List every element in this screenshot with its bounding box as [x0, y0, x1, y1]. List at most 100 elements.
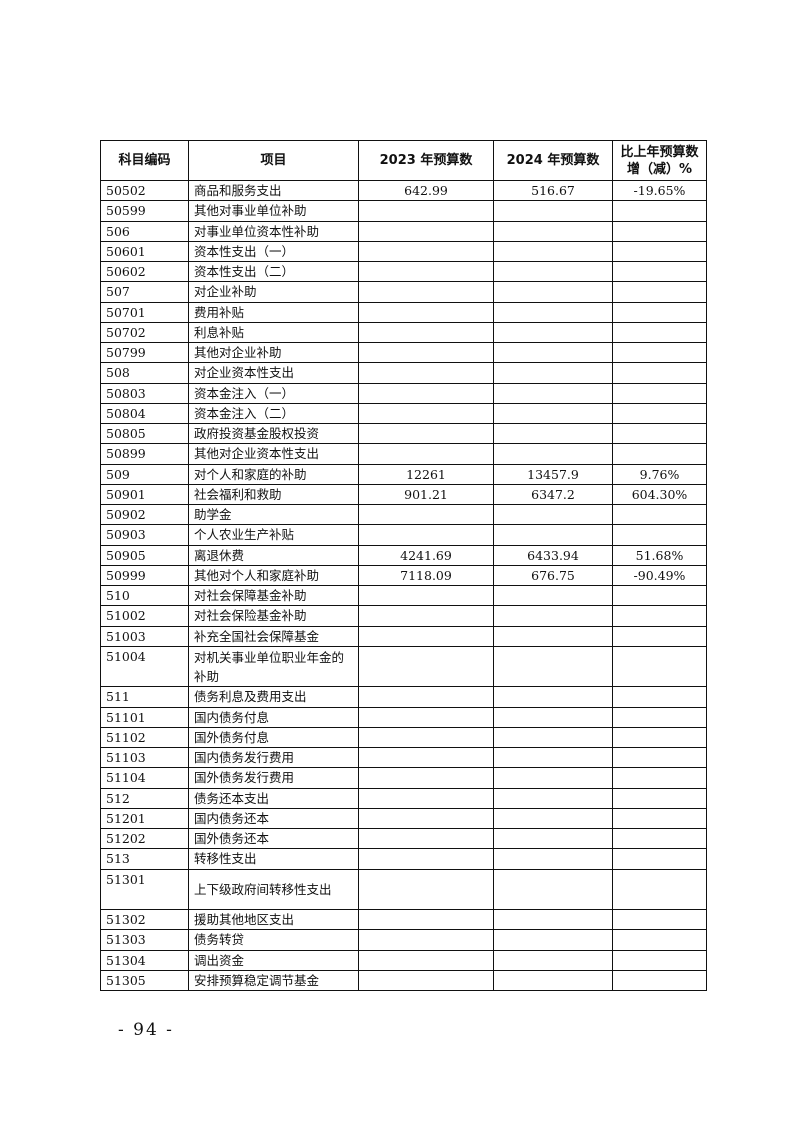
budget-2023-cell	[358, 605, 494, 627]
code-cell: 50701	[100, 301, 189, 323]
item-cell: 其他对个人和家庭补助	[188, 564, 359, 587]
budget-2023-cell	[358, 827, 494, 850]
item-cell: 政府投资基金股权投资	[188, 422, 359, 445]
code-cell: 50903	[100, 524, 189, 546]
budget-2024-cell	[493, 422, 613, 445]
item-cell: 转移性支出	[188, 848, 359, 870]
budget-2024-cell	[493, 584, 613, 607]
budget-2024-cell	[493, 605, 613, 627]
table-row: 511 债务利息及费用支出	[100, 686, 707, 708]
budget-2024-cell	[493, 503, 613, 526]
table-row: 51301 上下级政府间转移性支出	[100, 868, 707, 910]
item-cell: 国外债务还本	[188, 827, 359, 850]
change-cell: -90.49%	[612, 564, 707, 587]
budget-2024-cell	[493, 240, 613, 263]
table-row: 50502 商品和服务支出 642.99 516.67 -19.65%	[100, 179, 707, 202]
budget-2023-cell: 901.21	[358, 483, 494, 506]
budget-2024-cell	[493, 645, 613, 688]
item-cell: 离退休费	[188, 544, 359, 566]
budget-2023-cell	[358, 524, 494, 546]
budget-2024-cell	[493, 301, 613, 323]
change-cell	[612, 686, 707, 708]
budget-2024-cell	[493, 402, 613, 425]
budget-2024-cell	[493, 908, 613, 931]
budget-2024-cell: 6433.94	[493, 544, 613, 566]
change-cell	[612, 827, 707, 850]
code-cell: 506	[100, 220, 189, 242]
item-cell: 费用补贴	[188, 301, 359, 323]
item-cell: 上下级政府间转移性支出	[188, 868, 359, 910]
item-cell: 对企业补助	[188, 281, 359, 303]
budget-2024-cell: 516.67	[493, 179, 613, 202]
item-cell: 资本金注入（二）	[188, 402, 359, 425]
item-cell: 对企业资本性支出	[188, 362, 359, 384]
budget-2023-cell	[358, 220, 494, 242]
table-row: 507 对企业补助	[100, 281, 707, 303]
budget-2023-cell: 12261	[358, 463, 494, 485]
item-cell: 资本性支出（一）	[188, 240, 359, 263]
item-cell: 资本金注入（一）	[188, 382, 359, 404]
change-cell	[612, 382, 707, 404]
table-row: 51302 援助其他地区支出	[100, 908, 707, 931]
change-cell	[612, 321, 707, 344]
table-row: 51201 国内债务还本	[100, 807, 707, 830]
item-cell: 社会福利和救助	[188, 483, 359, 506]
budget-2024-cell	[493, 969, 613, 992]
table-row: 51102 国外债务付息	[100, 726, 707, 749]
change-cell	[612, 767, 707, 789]
code-cell: 51103	[100, 746, 189, 769]
item-cell: 安排预算稳定调节基金	[188, 969, 359, 992]
table-row: 50903 个人农业生产补贴	[100, 524, 707, 546]
code-cell: 511	[100, 686, 189, 708]
budget-2023-cell	[358, 848, 494, 870]
budget-2024-cell	[493, 787, 613, 809]
table-row: 50601 资本性支出（一）	[100, 240, 707, 263]
item-cell: 国内债务还本	[188, 807, 359, 830]
code-cell: 50804	[100, 402, 189, 425]
column-header: 比上年预算数增（减）%	[612, 140, 707, 181]
change-cell	[612, 746, 707, 769]
budget-2023-cell	[358, 787, 494, 809]
budget-2024-cell	[493, 362, 613, 384]
budget-2024-cell	[493, 382, 613, 404]
code-cell: 50799	[100, 341, 189, 364]
table-row: 510 对社会保障基金补助	[100, 584, 707, 607]
item-cell: 利息补贴	[188, 321, 359, 344]
budget-2023-cell	[358, 949, 494, 971]
code-cell: 510	[100, 584, 189, 607]
column-header: 项目	[188, 140, 359, 181]
change-cell	[612, 969, 707, 992]
table-row: 51303 债务转贷	[100, 929, 707, 951]
budget-2024-cell	[493, 524, 613, 546]
item-cell: 助学金	[188, 503, 359, 526]
item-cell: 商品和服务支出	[188, 179, 359, 202]
table-row: 508 对企业资本性支出	[100, 362, 707, 384]
code-cell: 50902	[100, 503, 189, 526]
budget-2024-cell	[493, 949, 613, 971]
change-cell	[612, 402, 707, 425]
budget-table: 科目编码 项目 2023 年预算数 2024 年预算数 比上年预算数增（减）% 5050…	[100, 140, 707, 992]
table-row: 512 债务还本支出	[100, 787, 707, 809]
table-row: 51202 国外债务还本	[100, 827, 707, 850]
budget-2024-cell	[493, 625, 613, 647]
table-row: 50602 资本性支出（二）	[100, 260, 707, 283]
header-row: 科目编码 项目 2023 年预算数 2024 年预算数 比上年预算数增（减）%	[100, 140, 707, 181]
budget-2024-cell	[493, 443, 613, 465]
table-row: 506 对事业单位资本性补助	[100, 220, 707, 242]
budget-2023-cell	[358, 767, 494, 789]
code-cell: 50803	[100, 382, 189, 404]
column-header: 2024 年预算数	[493, 140, 613, 181]
code-cell: 51301	[100, 868, 189, 910]
budget-2023-cell	[358, 503, 494, 526]
budget-2023-cell	[358, 969, 494, 992]
code-cell: 51101	[100, 706, 189, 728]
budget-2024-cell	[493, 868, 613, 910]
code-cell: 513	[100, 848, 189, 870]
change-cell	[612, 443, 707, 465]
budget-2023-cell	[358, 341, 494, 364]
item-cell: 债务利息及费用支出	[188, 686, 359, 708]
item-cell: 对社会保障基金补助	[188, 584, 359, 607]
budget-2024-cell	[493, 321, 613, 344]
budget-2024-cell	[493, 848, 613, 870]
change-cell	[612, 726, 707, 749]
